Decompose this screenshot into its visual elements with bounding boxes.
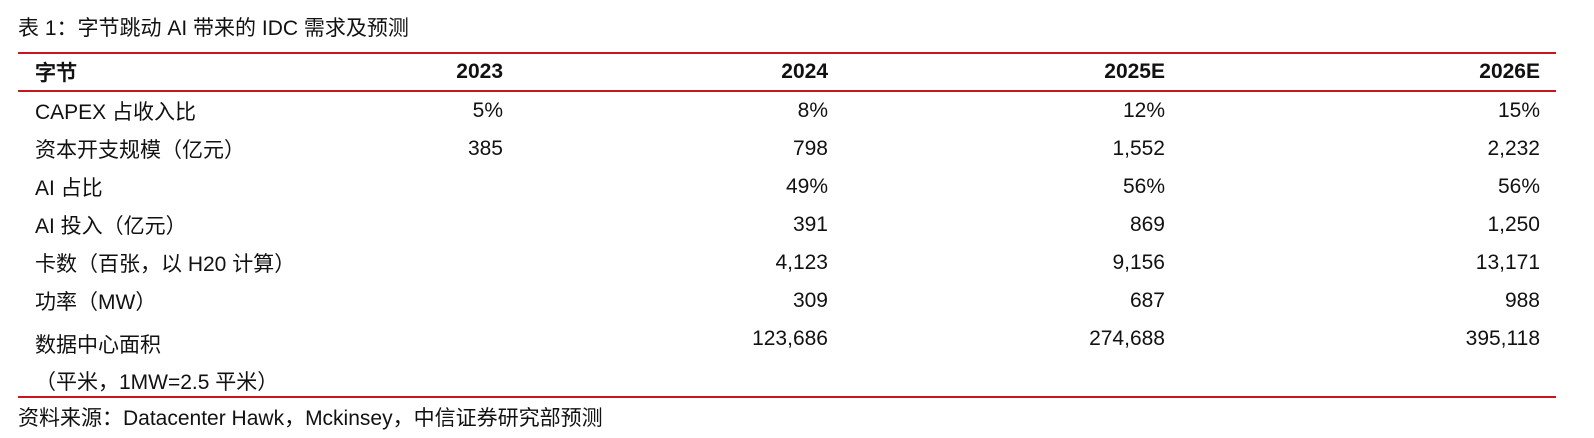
header-cell: 字节 bbox=[35, 62, 77, 85]
table-cell: 869 bbox=[1129, 213, 1165, 236]
table-cell: 798 bbox=[792, 137, 828, 160]
header-cell: 2023 bbox=[456, 60, 503, 83]
row-label-line: 资本开支规模（亿元） bbox=[35, 139, 245, 162]
table-cell: 385 bbox=[467, 137, 503, 160]
spacer bbox=[1540, 320, 1556, 327]
header-row: 字节 2023 2024 2025E 2026E bbox=[18, 54, 1556, 92]
table-row: 卡数（百张，以 H20 计算） 4,123 9,156 13,171 bbox=[18, 244, 1556, 282]
row-label-line: （平米，1MW=2.5 平米） bbox=[35, 371, 279, 394]
row-label: 功率（MW） bbox=[18, 286, 330, 316]
table-row: CAPEX 占收入比 5% 8% 12% 15% bbox=[18, 92, 1556, 130]
header-cell: 2026E bbox=[1479, 60, 1540, 83]
empty-cell bbox=[330, 320, 503, 327]
table-cell: 123,686 bbox=[752, 327, 828, 350]
table-row: 功率（MW） 309 687 988 bbox=[18, 282, 1556, 320]
table-row: AI 占比 49% 56% 56% bbox=[18, 168, 1556, 206]
row-label-line: 卡数（百张，以 H20 计算） bbox=[35, 253, 296, 276]
row-label-line: AI 投入（亿元） bbox=[35, 215, 187, 238]
table-row: 数据中心面积 （平米，1MW=2.5 平米） 123,686 274,688 395,1… bbox=[18, 320, 1556, 396]
header-cell: 2024 bbox=[781, 60, 828, 83]
table-cell: 5% bbox=[472, 99, 503, 122]
table-cell: 1,250 bbox=[1487, 213, 1540, 236]
row-label-line: 功率（MW） bbox=[35, 291, 157, 314]
row-label-line: AI 占比 bbox=[35, 177, 103, 200]
table-cell: 309 bbox=[792, 289, 828, 312]
table-cell: 395,118 bbox=[1465, 327, 1540, 350]
row-label: CAPEX 占收入比 bbox=[18, 96, 330, 126]
table-cell: 49% bbox=[785, 175, 828, 198]
table-row: AI 投入（亿元） 391 869 1,250 bbox=[18, 206, 1556, 244]
row-label-line: 数据中心面积 bbox=[35, 334, 161, 357]
table-cell: 8% bbox=[797, 99, 828, 122]
row-label: 卡数（百张，以 H20 计算） bbox=[18, 248, 330, 278]
row-label-line: CAPEX 占收入比 bbox=[35, 101, 197, 124]
table-cell: 1,552 bbox=[1112, 137, 1165, 160]
row-label: 资本开支规模（亿元） bbox=[18, 134, 330, 164]
table-cell: 56% bbox=[1497, 175, 1540, 198]
table-cell: 13,171 bbox=[1475, 251, 1540, 274]
table-cell: 274,688 bbox=[1089, 327, 1165, 350]
table-cell: 12% bbox=[1122, 99, 1165, 122]
table-title: 表 1：字节跳动 AI 带来的 IDC 需求及预测 bbox=[18, 17, 409, 40]
row-label: 数据中心面积 （平米，1MW=2.5 平米） bbox=[18, 320, 330, 401]
source-note: 资料来源：Datacenter Hawk，Mckinsey，中信证券研究部预测 bbox=[18, 407, 603, 430]
table-cell: 988 bbox=[1504, 289, 1540, 312]
table-cell: 687 bbox=[1129, 289, 1165, 312]
table-cell: 15% bbox=[1497, 99, 1540, 122]
row-label: AI 占比 bbox=[18, 172, 330, 202]
table-cell: 391 bbox=[792, 213, 828, 236]
table-cell: 4,123 bbox=[775, 251, 828, 274]
table-cell: 9,156 bbox=[1112, 251, 1165, 274]
table-cell: 56% bbox=[1122, 175, 1165, 198]
header-cell: 2025E bbox=[1104, 60, 1165, 83]
table-cell: 2,232 bbox=[1487, 137, 1540, 160]
table: 字节 2023 2024 2025E 2026E CAPEX 占收入比 5% 8% 12% 15%… bbox=[18, 52, 1556, 398]
table-row: 资本开支规模（亿元） 385 798 1,552 2,232 bbox=[18, 130, 1556, 168]
row-label: AI 投入（亿元） bbox=[18, 210, 330, 240]
